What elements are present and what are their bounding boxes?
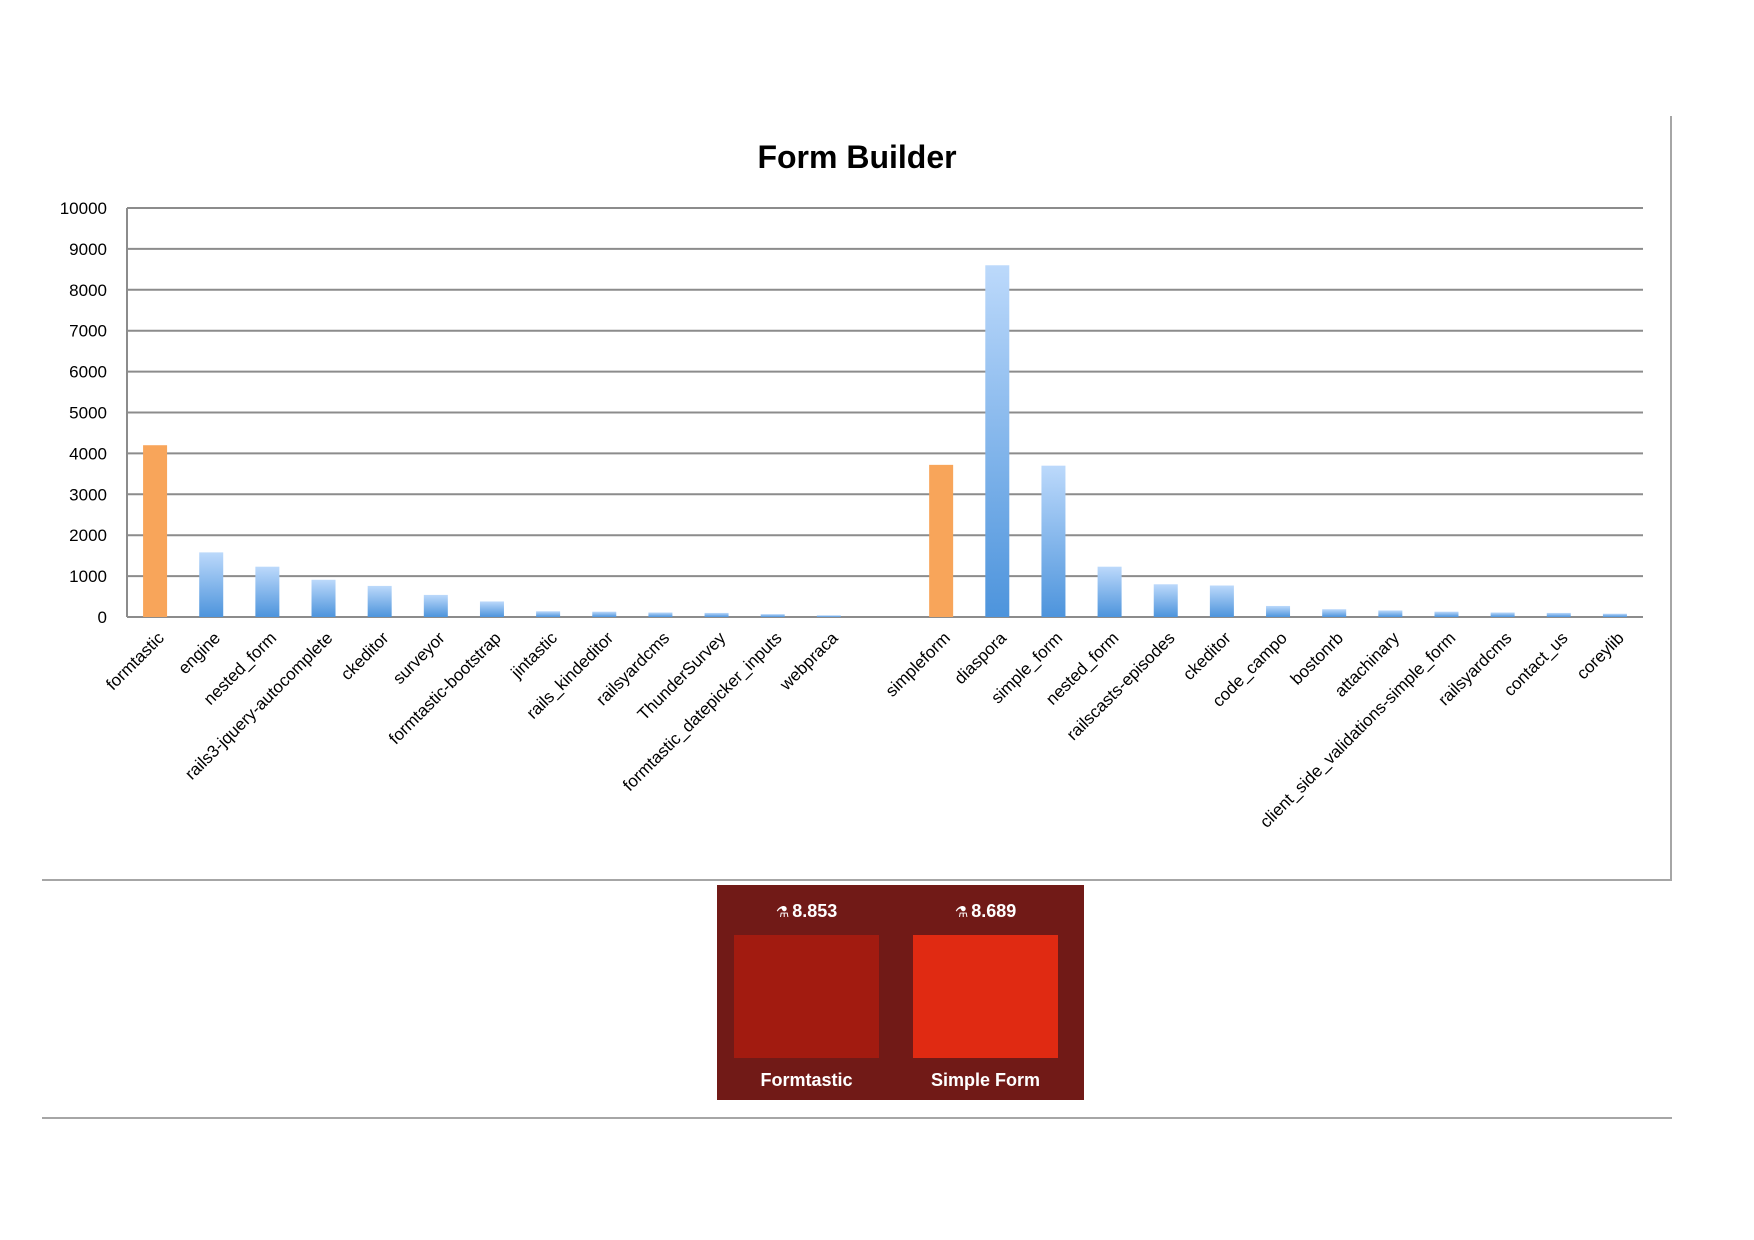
bar-bostonrb bbox=[1322, 609, 1347, 617]
y-tick-label: 0 bbox=[98, 608, 107, 627]
bar-formtastic bbox=[143, 445, 168, 617]
bar-engine bbox=[199, 552, 224, 617]
y-tick-label: 1000 bbox=[69, 567, 107, 586]
y-tick-label: 7000 bbox=[69, 322, 107, 341]
bar-jintastic bbox=[536, 611, 561, 617]
score-value: 8.853 bbox=[792, 901, 838, 921]
x-tick-label: simpleform bbox=[882, 628, 954, 700]
x-axis-tick-labels: formtastic enginenested_formrails3-jquery… bbox=[102, 628, 1627, 832]
bar-railsyardcms bbox=[1490, 612, 1515, 617]
x-tick-label: engine bbox=[175, 628, 225, 678]
y-axis-ticks: 0 1000 2000 3000 4000 5000 6000 7000 8000 9000 100… bbox=[60, 199, 107, 627]
bar-surveyor bbox=[423, 594, 448, 617]
y-tick-label: 10000 bbox=[60, 199, 107, 218]
x-tick-label: railscasts-episodes bbox=[1063, 628, 1179, 744]
bar-ckeditor bbox=[1209, 585, 1234, 617]
x-tick-label: webpraca bbox=[775, 628, 842, 695]
bar-thundersurvey bbox=[704, 612, 729, 617]
comparison-card-simple-form: ⚗ 8.689 Simple Form bbox=[913, 885, 1058, 1100]
bar-railsyardcms bbox=[648, 612, 673, 617]
swatch-simple-form bbox=[913, 935, 1058, 1058]
bars bbox=[143, 265, 1627, 617]
bar-simple-form bbox=[1041, 465, 1066, 617]
bar-contact-us bbox=[1546, 612, 1571, 617]
y-tick-label: 4000 bbox=[69, 444, 107, 463]
flask-icon: ⚗ bbox=[954, 904, 969, 921]
bar-webpraca bbox=[816, 615, 841, 617]
bar-attachinary bbox=[1378, 610, 1403, 617]
x-tick-label: coreylib bbox=[1573, 628, 1628, 683]
bar-formtastic-datepicker-inputs bbox=[760, 614, 785, 617]
bar-nested-form bbox=[1097, 566, 1122, 617]
score-simple-form: ⚗ 8.689 bbox=[913, 901, 1058, 922]
bar-ckeditor bbox=[367, 585, 392, 617]
x-tick-label: ckeditor bbox=[337, 628, 393, 684]
bar-rails3-jquery-autocomplete bbox=[311, 579, 336, 617]
score-formtastic: ⚗ 8.853 bbox=[734, 901, 879, 922]
y-tick-label: 3000 bbox=[69, 485, 107, 504]
bar-coreylib bbox=[1602, 613, 1627, 617]
chart-frame-right bbox=[1670, 116, 1672, 881]
swatch-formtastic bbox=[734, 935, 879, 1058]
bar-rails-kindeditor bbox=[592, 611, 617, 617]
x-tick-label: client_side_validations-simple_form bbox=[1256, 628, 1459, 831]
y-tick-label: 8000 bbox=[69, 281, 107, 300]
score-value: 8.689 bbox=[971, 901, 1017, 921]
y-tick-label: 9000 bbox=[69, 240, 107, 259]
chart-title: Form Builder bbox=[757, 139, 956, 175]
comparison-panel: ⚗ 8.853 Formtastic ⚗ 8.689 Simple Form bbox=[717, 885, 1084, 1100]
name-simple-form: Simple Form bbox=[930, 1070, 1041, 1090]
page-divider bbox=[42, 1117, 1672, 1119]
y-tick-label: 2000 bbox=[69, 526, 107, 545]
bar-diaspora bbox=[985, 265, 1010, 617]
bar-simpleform bbox=[929, 464, 954, 617]
x-tick-label: jintastic bbox=[507, 628, 562, 683]
chart-frame-bottom bbox=[42, 879, 1672, 881]
x-tick-label: formtastic bbox=[102, 628, 168, 694]
bar-nested-form bbox=[255, 566, 280, 617]
bar-railscasts-episodes bbox=[1153, 584, 1178, 617]
name-formtastic: Formtastic bbox=[760, 1070, 853, 1090]
bar-code-campo bbox=[1266, 605, 1291, 617]
flask-icon: ⚗ bbox=[775, 904, 790, 921]
y-tick-label: 5000 bbox=[69, 404, 107, 423]
grid-lines bbox=[126, 207, 1643, 618]
comparison-card-formtastic: ⚗ 8.853 Formtastic bbox=[734, 885, 879, 1100]
y-tick-label: 6000 bbox=[69, 363, 107, 382]
x-tick-label: formtastic-bootstrap bbox=[385, 628, 505, 748]
bar-formtastic-bootstrap bbox=[479, 601, 504, 617]
bar-client-side-validations-simple-form bbox=[1434, 611, 1459, 617]
x-tick-label: ckeditor bbox=[1179, 628, 1235, 684]
